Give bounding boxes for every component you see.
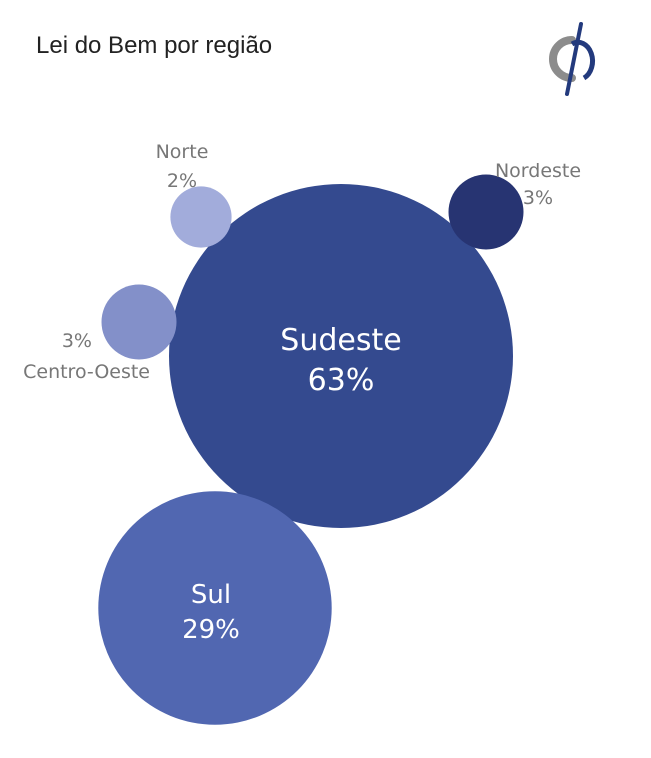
bubble-name-nordeste: Nordeste [495, 160, 581, 182]
bubble-nordeste [448, 174, 524, 250]
bubble-value-centro-oeste: 3% [62, 330, 92, 352]
bubble-name-norte: Norte [156, 141, 209, 163]
bubble-value-nordeste: 3% [523, 187, 553, 209]
bubble-sul [98, 491, 332, 725]
bubble-name-centro-oeste: Centro-Oeste [23, 361, 150, 383]
brand-logo-icon [549, 22, 596, 96]
bubble-name-sudeste: Sudeste [280, 323, 401, 358]
bubble-value-norte: 2% [167, 170, 197, 192]
bubble-name-sul: Sul [191, 580, 231, 610]
bubble-centro-oeste [101, 284, 177, 360]
bubble-sudeste [169, 184, 513, 528]
bubble-norte [170, 186, 232, 248]
chart-title: Lei do Bem por região [36, 32, 273, 59]
bubble-value-sul: 29% [182, 615, 240, 645]
bubble-value-sudeste: 63% [308, 363, 375, 398]
